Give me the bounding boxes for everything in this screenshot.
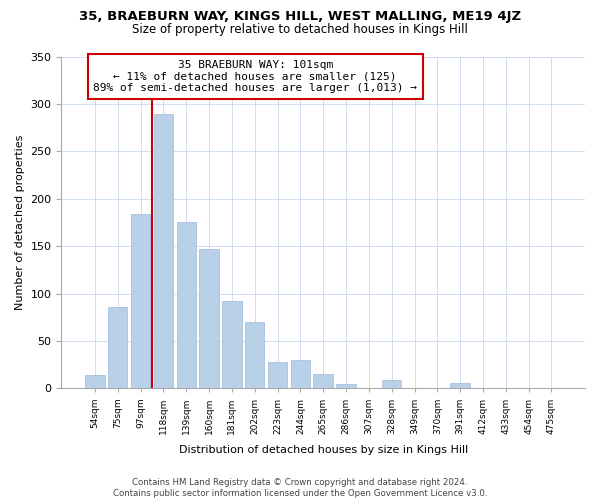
Bar <box>85 375 104 388</box>
Bar <box>337 384 356 388</box>
Bar <box>313 374 333 388</box>
Bar <box>245 322 265 388</box>
Bar <box>268 362 287 388</box>
Text: 35, BRAEBURN WAY, KINGS HILL, WEST MALLING, ME19 4JZ: 35, BRAEBURN WAY, KINGS HILL, WEST MALLI… <box>79 10 521 23</box>
X-axis label: Distribution of detached houses by size in Kings Hill: Distribution of detached houses by size … <box>179 445 468 455</box>
Bar <box>108 307 127 388</box>
Text: Size of property relative to detached houses in Kings Hill: Size of property relative to detached ho… <box>132 22 468 36</box>
Bar <box>176 222 196 388</box>
Bar <box>382 380 401 388</box>
Bar <box>222 301 242 388</box>
Bar <box>451 383 470 388</box>
Text: Contains HM Land Registry data © Crown copyright and database right 2024.
Contai: Contains HM Land Registry data © Crown c… <box>113 478 487 498</box>
Bar <box>290 360 310 388</box>
Y-axis label: Number of detached properties: Number of detached properties <box>15 135 25 310</box>
Bar <box>199 249 219 388</box>
Bar <box>154 114 173 388</box>
Text: 35 BRAEBURN WAY: 101sqm
← 11% of detached houses are smaller (125)
89% of semi-d: 35 BRAEBURN WAY: 101sqm ← 11% of detache… <box>93 60 417 93</box>
Bar <box>131 214 150 388</box>
